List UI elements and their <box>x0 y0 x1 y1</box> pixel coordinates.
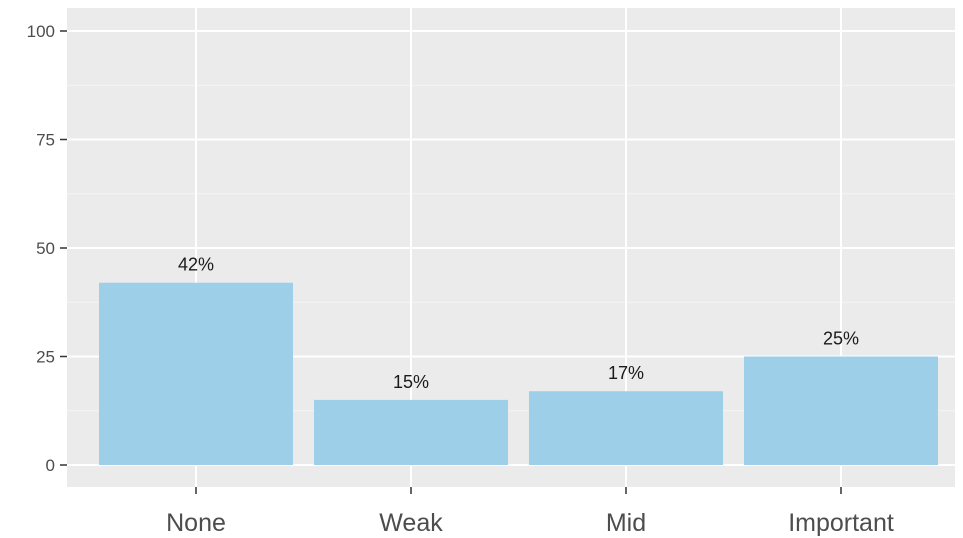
y-tick-label: 0 <box>46 456 55 475</box>
x-tick-label-weak: Weak <box>379 509 443 537</box>
y-axis: 0 25 50 75 100 <box>27 22 67 475</box>
y-tick-label: 50 <box>36 239 55 258</box>
x-tick-label-mid: Mid <box>606 509 646 537</box>
y-tick-label: 100 <box>27 22 55 41</box>
bar-none <box>99 282 293 465</box>
bar-mid <box>529 391 723 465</box>
y-tick-label: 75 <box>36 131 55 150</box>
data-label-mid: 17% <box>608 363 644 383</box>
bar-weak <box>314 399 508 465</box>
data-label-weak: 15% <box>393 372 429 392</box>
bar-important <box>744 356 938 465</box>
data-label-none: 42% <box>178 255 214 275</box>
data-label-important: 25% <box>823 329 859 349</box>
bars <box>99 282 938 465</box>
x-tick-label-important: Important <box>788 509 894 537</box>
data-labels: 42% 15% 17% 25% <box>178 255 859 392</box>
x-axis: None Weak Mid Important <box>166 487 894 537</box>
x-tick-label-none: None <box>166 509 226 537</box>
y-tick-label: 25 <box>36 348 55 367</box>
